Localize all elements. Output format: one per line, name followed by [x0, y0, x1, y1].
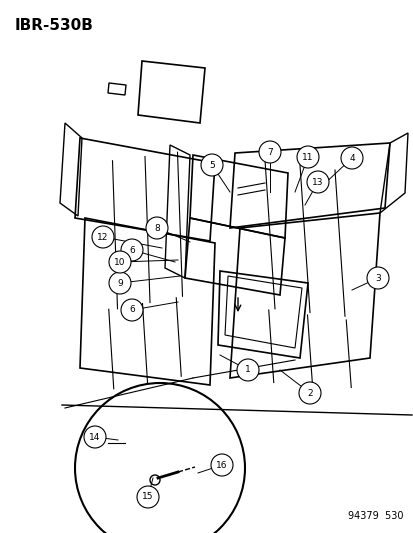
Text: 94379  530: 94379 530: [348, 511, 403, 521]
Circle shape: [211, 454, 233, 476]
Circle shape: [236, 359, 259, 381]
Text: 4: 4: [348, 154, 354, 163]
Text: 13: 13: [311, 177, 323, 187]
Text: 11: 11: [301, 152, 313, 161]
Text: 12: 12: [97, 232, 109, 241]
Circle shape: [121, 239, 142, 261]
Circle shape: [109, 251, 131, 273]
Circle shape: [306, 171, 328, 193]
Circle shape: [340, 147, 362, 169]
Text: 5: 5: [209, 160, 214, 169]
Text: 16: 16: [216, 461, 227, 470]
Text: 7: 7: [266, 148, 272, 157]
Text: IBR-530B: IBR-530B: [15, 18, 94, 33]
Text: 14: 14: [89, 432, 100, 441]
Circle shape: [84, 426, 106, 448]
Circle shape: [298, 382, 320, 404]
Text: 3: 3: [374, 273, 380, 282]
Circle shape: [259, 141, 280, 163]
Text: 9: 9: [117, 279, 123, 287]
Circle shape: [92, 226, 114, 248]
Text: 15: 15: [142, 492, 153, 502]
Circle shape: [201, 154, 223, 176]
Circle shape: [109, 272, 131, 294]
Text: 2: 2: [306, 389, 312, 398]
Text: 10: 10: [114, 257, 126, 266]
Circle shape: [366, 267, 388, 289]
Circle shape: [121, 299, 142, 321]
Text: 6: 6: [129, 246, 135, 254]
Text: 1: 1: [244, 366, 250, 375]
Circle shape: [146, 217, 168, 239]
Text: 8: 8: [154, 223, 159, 232]
Circle shape: [296, 146, 318, 168]
Circle shape: [137, 486, 159, 508]
Text: 6: 6: [129, 305, 135, 314]
